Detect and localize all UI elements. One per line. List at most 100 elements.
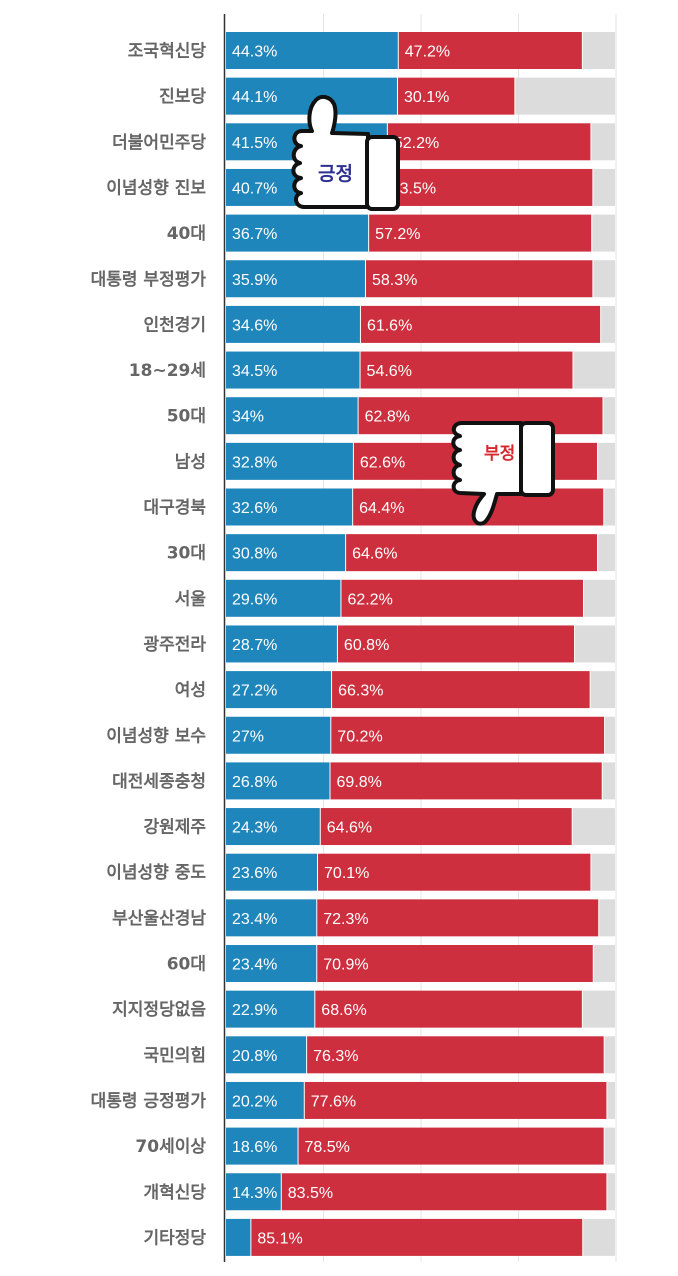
- bar-segment: [226, 853, 318, 891]
- data-label: 36.7%: [232, 226, 277, 243]
- bar-segment: [599, 899, 615, 937]
- bar-segment: [307, 1036, 604, 1074]
- bar-segment: [226, 671, 332, 709]
- bar-segment: [341, 579, 584, 617]
- bar-segment: [226, 945, 317, 982]
- bar-segment: [360, 305, 601, 343]
- category-label: 대통령 부정평가: [91, 269, 207, 290]
- data-label: 41.5%: [232, 135, 277, 152]
- bar-segment: [366, 260, 593, 298]
- data-label: 62.2%: [347, 591, 392, 608]
- bar-segment: [598, 534, 615, 572]
- bar-segment: [572, 808, 615, 846]
- labels: 조국혁신당 44.3% 47.2% 진보당 44.1% 30.1% 더불어민주당 41.5% 5…: [91, 41, 451, 1249]
- data-label: 27.2%: [232, 683, 277, 700]
- bar-segment: [226, 397, 358, 435]
- bar-segment: [398, 32, 582, 69]
- data-label: 64.4%: [359, 500, 404, 517]
- thumbs-down-icon: [451, 421, 555, 526]
- bar-segment: [226, 625, 337, 663]
- data-label: 32.6%: [232, 500, 277, 517]
- bar-segment: [604, 1127, 615, 1165]
- data-label: 60.8%: [344, 637, 389, 654]
- data-label: 23.6%: [232, 865, 277, 882]
- bar-segment: [226, 990, 315, 1028]
- bars: [226, 32, 615, 1256]
- bar-segment: [226, 260, 366, 298]
- bar-segment: [584, 579, 615, 617]
- bar-segment: [602, 762, 615, 800]
- data-label: 23.4%: [232, 957, 277, 974]
- bar-segment: [603, 397, 615, 435]
- data-label: 70.2%: [337, 728, 382, 745]
- data-label: 35.9%: [232, 272, 277, 289]
- data-label: 64.6%: [352, 546, 397, 563]
- bar-segment: [226, 1081, 304, 1119]
- bar-segment: [226, 1218, 251, 1256]
- bar-segment: [601, 305, 615, 343]
- data-label: 62.6%: [360, 454, 405, 471]
- data-label: 44.3%: [232, 44, 277, 61]
- bar-segment: [397, 77, 515, 115]
- bar-segment: [582, 32, 615, 69]
- bar-segment: [298, 1127, 604, 1165]
- data-label: 18.6%: [232, 1139, 277, 1156]
- category-label: 남성: [175, 452, 206, 472]
- bar-segment: [598, 442, 615, 480]
- data-label: 69.8%: [337, 774, 382, 791]
- bar-segment: [226, 808, 320, 846]
- bar-segment: [317, 899, 599, 937]
- category-label: 대전세종충청: [112, 771, 206, 792]
- bar-segment: [315, 990, 582, 1028]
- category-label: 더불어민주당: [112, 133, 206, 153]
- bar-segment: [304, 1081, 607, 1119]
- category-label: 40대: [167, 224, 206, 244]
- data-label: 62.8%: [365, 409, 410, 426]
- data-label: 32.8%: [232, 454, 277, 471]
- data-label: 54.6%: [367, 363, 412, 380]
- category-label: 지지정당없음: [112, 1000, 206, 1020]
- data-label: 40.7%: [232, 180, 277, 197]
- data-label: 53.5%: [391, 180, 436, 197]
- data-label: 24.3%: [232, 820, 277, 837]
- data-label: 28.7%: [232, 637, 277, 654]
- bar-segment: [331, 716, 605, 754]
- bar-segment: [226, 351, 360, 389]
- bar-segment: [590, 671, 615, 709]
- data-label: 29.6%: [232, 591, 277, 608]
- bar-segment: [337, 625, 575, 663]
- positive-badge-label: 긍정: [318, 163, 353, 185]
- category-label: 이념성향 보수: [106, 725, 206, 746]
- bar-segment: [592, 214, 615, 252]
- data-label: 68.6%: [321, 1002, 366, 1019]
- bar-segment: [573, 351, 615, 389]
- bar-segment: [226, 214, 369, 252]
- bar-segment: [369, 214, 592, 252]
- bar-segment: [607, 1081, 615, 1119]
- bar-segment: [332, 671, 590, 709]
- bar-segment: [226, 488, 353, 526]
- data-label: 34%: [232, 409, 264, 426]
- bar-segment: [226, 1036, 307, 1074]
- bar-segment: [226, 762, 330, 800]
- bar-segment: [591, 853, 615, 891]
- bar-segment: [582, 990, 615, 1028]
- data-label: 26.8%: [232, 774, 277, 791]
- data-label: 30.1%: [404, 89, 449, 106]
- data-label: 20.2%: [232, 1093, 277, 1110]
- data-label: 57.2%: [375, 226, 420, 243]
- bar-segment: [226, 1173, 281, 1211]
- bar-segment: [575, 625, 615, 663]
- bar-segment: [251, 1218, 583, 1256]
- bar-segment: [226, 442, 353, 480]
- data-label: 77.6%: [311, 1093, 356, 1110]
- data-label: 52.2%: [394, 135, 439, 152]
- thumbs-up-icon: [291, 94, 400, 211]
- data-label: 66.3%: [338, 683, 383, 700]
- data-label: 34.5%: [232, 363, 277, 380]
- category-label: 이념성향 진보: [106, 177, 206, 198]
- bar-segment: [360, 351, 573, 389]
- category-label: 국민의힘: [143, 1045, 206, 1066]
- category-label: 대통령 긍정평가: [91, 1090, 207, 1111]
